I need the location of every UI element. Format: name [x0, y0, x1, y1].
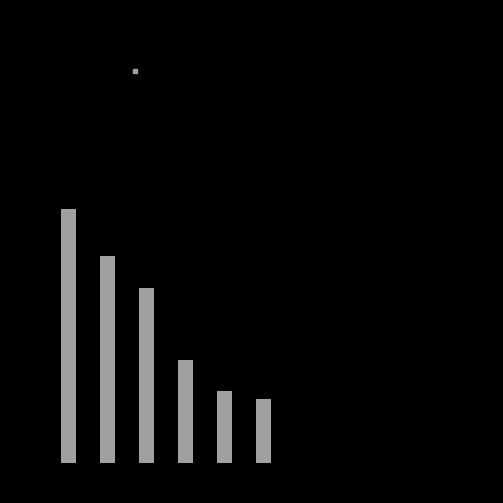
Bar: [256, 399, 271, 463]
Bar: [178, 360, 193, 463]
Bar: [100, 256, 115, 463]
Bar: [139, 288, 154, 463]
Bar: [61, 209, 76, 463]
Bar: [217, 391, 232, 463]
